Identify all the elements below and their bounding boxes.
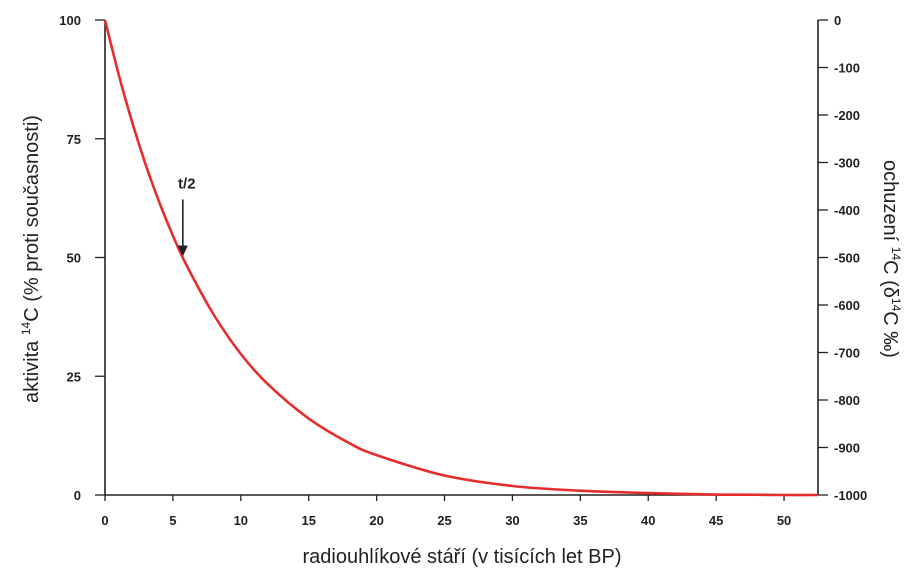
right-y-tick-label: -900 xyxy=(834,441,860,456)
x-tick-label: 10 xyxy=(234,513,248,528)
x-tick-label: 35 xyxy=(573,513,587,528)
x-tick-label: 50 xyxy=(777,513,791,528)
left-y-tick-label: 25 xyxy=(67,369,81,384)
right-y-tick-label: -400 xyxy=(834,203,860,218)
x-tick-label: 15 xyxy=(301,513,315,528)
right-y-axis-ticks: -1000-900-800-700-600-500-400-300-200-10… xyxy=(818,13,867,503)
half-life-annotation: t/2 xyxy=(177,176,196,257)
left-y-axis-title-superscript: 14 xyxy=(19,321,33,335)
right-y-tick-label: 0 xyxy=(834,13,841,28)
right-y-axis-title-superscript-2: 14 xyxy=(889,298,903,312)
decay-curve xyxy=(103,19,819,497)
left-y-axis-title: aktivita 14C (% proti současnosti) xyxy=(19,115,43,403)
right-y-axis-title-superscript-1: 14 xyxy=(889,247,903,261)
x-tick-label: 5 xyxy=(169,513,176,528)
axes xyxy=(104,20,819,496)
half-life-arrowhead xyxy=(177,245,188,257)
left-y-tick-label: 50 xyxy=(67,251,81,266)
x-tick-label: 30 xyxy=(505,513,519,528)
left-y-axis-ticks: 0 25 50 75 100 xyxy=(59,13,105,503)
left-y-tick-label: 0 xyxy=(74,488,81,503)
x-axis-title: radiouhlíkové stáří (v tisících let BP) xyxy=(302,546,621,568)
right-y-tick-label: -800 xyxy=(834,393,860,408)
right-y-tick-label: -300 xyxy=(834,156,860,171)
x-tick-label: 45 xyxy=(709,513,723,528)
right-y-axis-title: ochuzení 14C (δ14C ‰) xyxy=(879,160,903,358)
right-y-tick-label: -600 xyxy=(834,298,860,313)
left-y-tick-label: 100 xyxy=(59,13,81,28)
right-y-tick-label: -500 xyxy=(834,251,860,266)
right-y-tick-label: -1000 xyxy=(834,488,867,503)
x-tick-label: 0 xyxy=(101,513,108,528)
right-y-tick-label: -200 xyxy=(834,108,860,123)
right-y-tick-label: -700 xyxy=(834,346,860,361)
left-y-tick-label: 75 xyxy=(67,132,81,147)
right-y-tick-label: -100 xyxy=(834,61,860,76)
x-axis-ticks: 0 5 10 15 20 25 30 35 40 45 50 xyxy=(101,495,791,528)
x-tick-label: 20 xyxy=(369,513,383,528)
half-life-label: t/2 xyxy=(178,176,196,193)
x-tick-label: 40 xyxy=(641,513,655,528)
x-tick-label: 25 xyxy=(437,513,451,528)
